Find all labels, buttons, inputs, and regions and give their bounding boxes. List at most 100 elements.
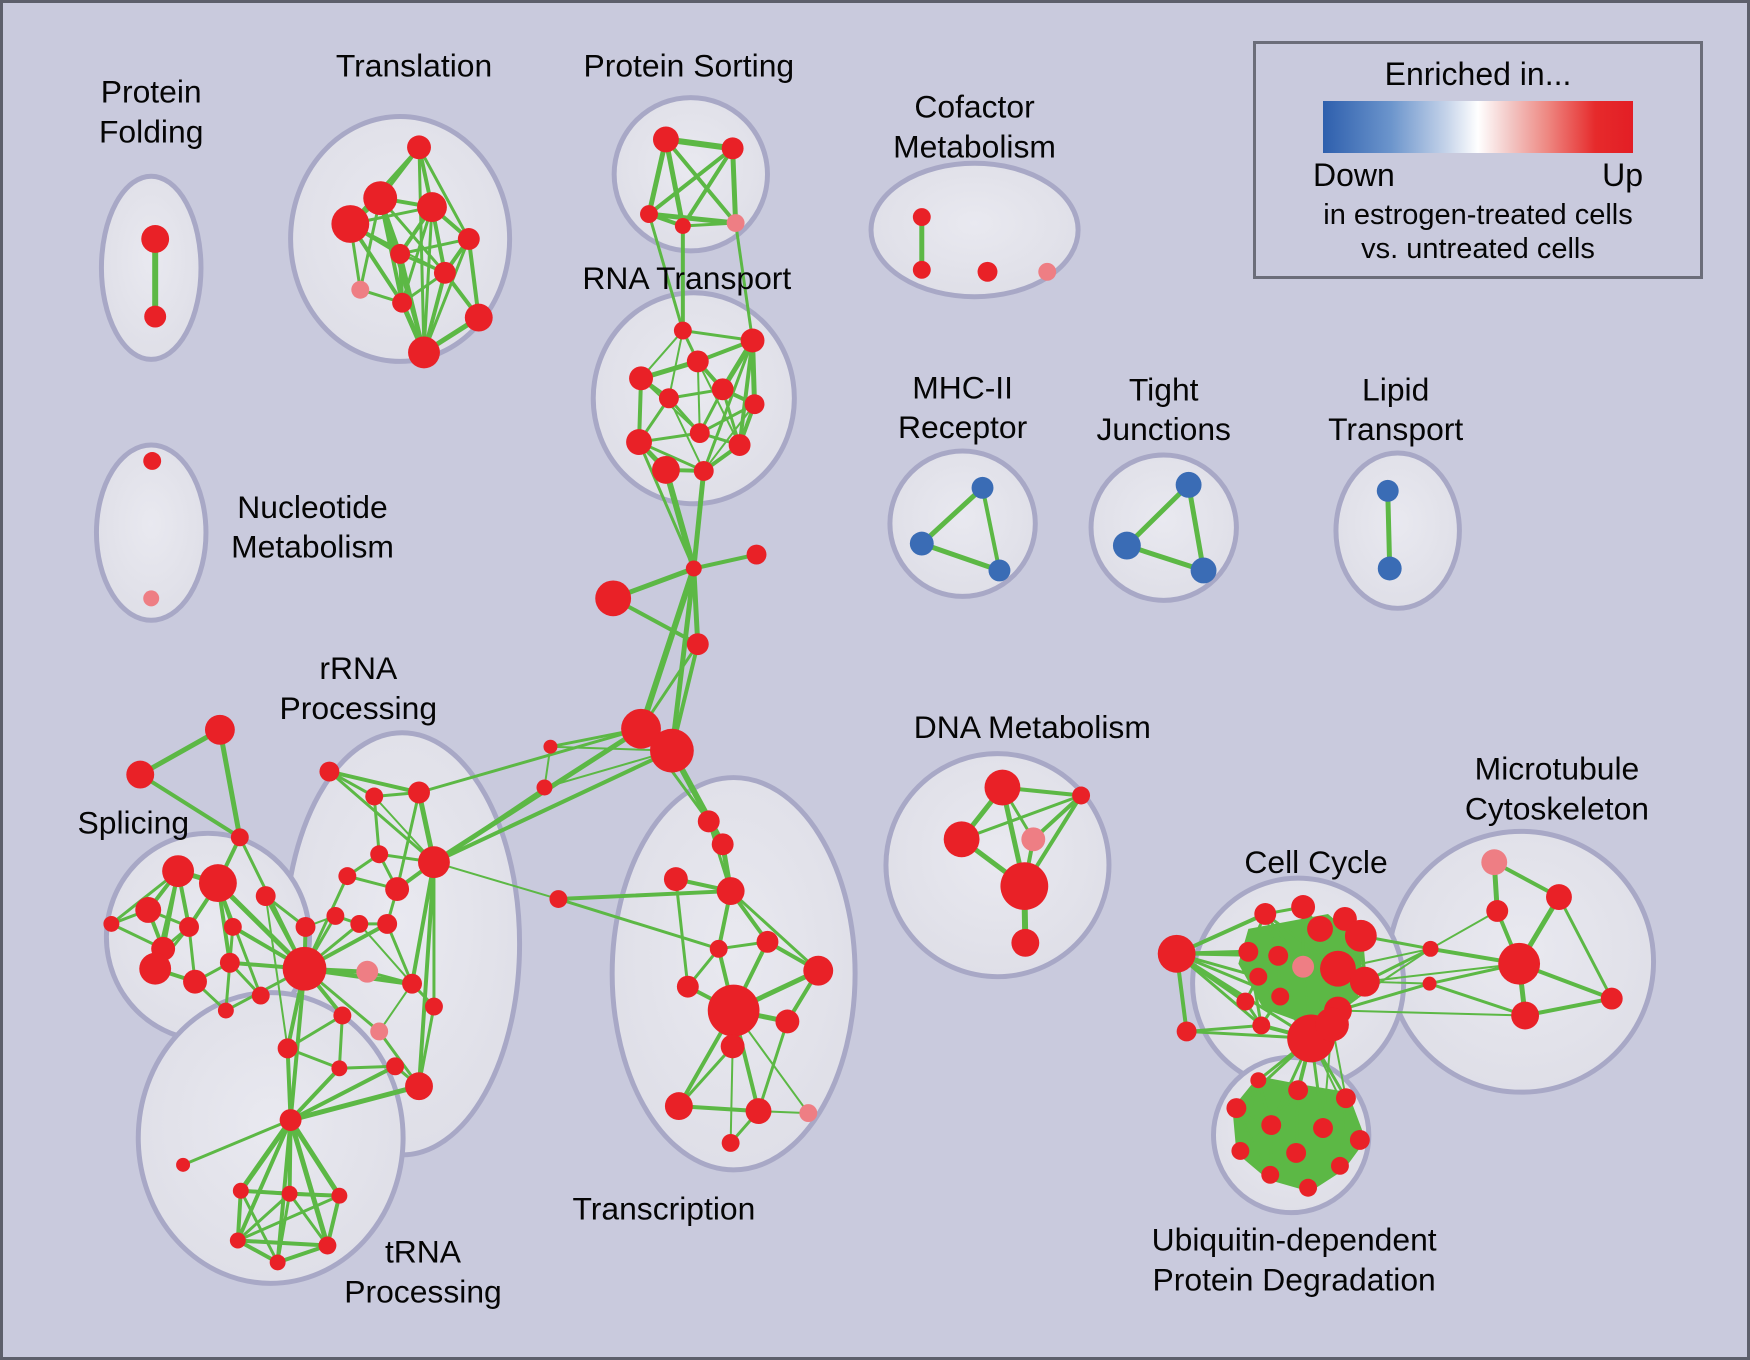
gene-set-node <box>726 214 745 232</box>
gene-set-node <box>651 455 680 484</box>
gene-set-node <box>1481 849 1508 876</box>
gene-set-node <box>686 350 709 373</box>
gene-set-node <box>1176 1021 1197 1042</box>
legend-down-label: Down <box>1313 157 1395 193</box>
gene-set-node <box>1175 471 1202 498</box>
gene-set-node <box>640 205 658 224</box>
edge <box>698 402 757 435</box>
edge <box>734 221 755 342</box>
legend-up-label: Up <box>1602 157 1643 193</box>
edge <box>543 749 673 789</box>
edge <box>286 1014 344 1050</box>
gene-set-node <box>977 261 998 282</box>
gene-set-node <box>943 821 980 858</box>
gene-set-node <box>408 336 440 369</box>
gene-set-node <box>232 1182 249 1199</box>
edge <box>417 727 643 794</box>
gene-set-node <box>543 739 558 754</box>
edge <box>667 329 684 400</box>
edge <box>1428 982 1527 1018</box>
edge <box>663 136 686 229</box>
edge <box>663 137 738 226</box>
edge <box>1186 482 1207 573</box>
gene-set-node <box>673 321 692 340</box>
gene-set-node <box>204 714 235 745</box>
edge <box>647 212 685 333</box>
edge <box>288 966 307 1123</box>
gene-set-node <box>1286 1142 1307 1163</box>
legend-gradient-bar <box>1323 101 1633 153</box>
cluster-label-cofactor-metabolism: Cofactor <box>914 89 1035 125</box>
cluster-label-protein-sorting: Protein Sorting <box>584 48 795 84</box>
edge <box>410 860 436 986</box>
gene-set-node <box>1254 903 1277 925</box>
gene-set-node <box>1546 884 1572 910</box>
gene-set-node <box>1268 945 1289 966</box>
edge <box>1429 909 1499 950</box>
gene-set-node <box>652 126 679 153</box>
legend-axis-labels: Down Up <box>1313 157 1643 194</box>
gene-set-node <box>277 1038 298 1059</box>
gene-set-node <box>707 984 760 1037</box>
gene-set-node <box>377 913 398 934</box>
edge <box>181 1118 293 1167</box>
gene-set-node <box>281 1185 298 1202</box>
cluster-ellipse-nucleotide-metabolism <box>93 442 209 623</box>
gene-set-node <box>1000 862 1049 910</box>
edge <box>1363 962 1521 983</box>
gene-set-node <box>909 531 934 556</box>
gene-set-node <box>1349 966 1380 997</box>
gene-set-node <box>1238 941 1259 962</box>
cluster-label-lipid-transport: Transport <box>1328 411 1463 447</box>
gene-set-node <box>595 580 632 617</box>
edge <box>691 468 707 571</box>
edge <box>737 338 755 448</box>
cluster-ellipse-mhc-ii-receptor <box>887 448 1038 599</box>
edge <box>422 237 471 354</box>
gene-set-node <box>386 1057 405 1076</box>
gene-set-node <box>251 986 270 1005</box>
cluster-ellipse-tight-junctions <box>1088 452 1239 603</box>
edge <box>757 1019 789 1113</box>
legend-subtitle-line2: vs. untreated cells <box>1361 233 1595 265</box>
cluster-label-protein-folding: Folding <box>99 113 203 149</box>
cluster-label-microtubule-cytoskeleton: Microtubule <box>1475 751 1640 787</box>
edge <box>288 1117 330 1248</box>
gene-set-node <box>103 915 120 932</box>
cluster-label-splicing: Splicing <box>78 804 190 840</box>
edge <box>216 881 263 998</box>
gene-set-node <box>775 1009 800 1034</box>
edge <box>960 793 1083 841</box>
edge <box>638 565 697 732</box>
cluster-label-nucleotide-metabolism: Metabolism <box>231 529 394 565</box>
edge <box>417 145 471 241</box>
gene-set-node <box>1320 950 1356 987</box>
gene-set-node <box>697 810 720 833</box>
edge <box>337 1064 397 1070</box>
gene-set-node <box>746 544 767 565</box>
gene-set-node <box>1288 1080 1309 1101</box>
gene-set-node <box>229 1232 246 1249</box>
cluster-label-cell-cycle: Cell Cycle <box>1244 844 1387 880</box>
gene-set-node <box>685 560 702 577</box>
gene-set-node <box>1292 955 1315 978</box>
gene-set-node <box>721 137 744 160</box>
gene-set-node <box>1261 1115 1282 1135</box>
gene-set-node <box>331 1187 348 1204</box>
edge <box>730 145 739 226</box>
gene-set-node <box>1422 976 1437 991</box>
gene-set-node <box>1344 919 1377 952</box>
gene-set-node <box>971 476 994 499</box>
edge <box>398 237 471 256</box>
gene-set-node <box>1231 1141 1250 1160</box>
cluster-ellipse-protein-sorting <box>611 95 770 254</box>
edge <box>239 1189 280 1264</box>
gene-set-node <box>279 1109 302 1132</box>
cluster-label-microtubule-cytoskeleton: Cytoskeleton <box>1465 790 1649 826</box>
gene-set-node <box>135 897 162 923</box>
cluster-label-ubiquitin-dependent-protein-degradation: Protein Degradation <box>1153 1261 1436 1297</box>
gene-set-node <box>405 1072 433 1101</box>
gene-set-node <box>356 960 379 983</box>
gene-set-node <box>183 969 207 994</box>
